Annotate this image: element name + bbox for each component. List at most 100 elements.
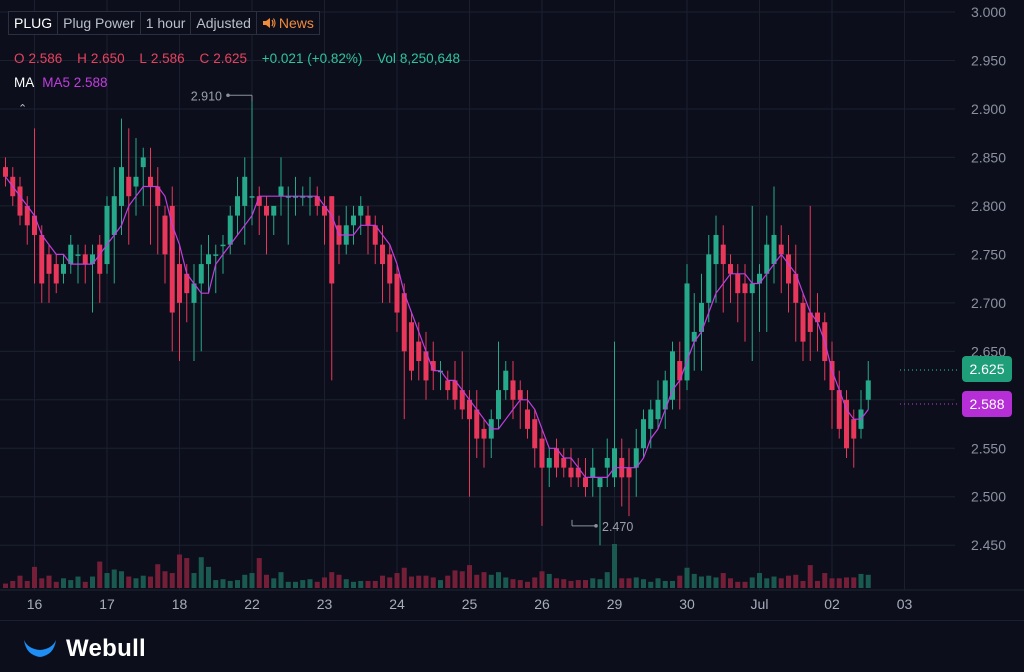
candle-body xyxy=(24,205,30,226)
volume-bar xyxy=(525,581,530,588)
volume-bar xyxy=(749,577,755,588)
volume-bar xyxy=(394,573,400,588)
candle-body xyxy=(68,244,74,265)
volume-bar xyxy=(713,577,719,588)
candle-body xyxy=(546,457,552,468)
candle-body xyxy=(699,302,704,332)
candle-body xyxy=(706,254,712,303)
volume-bar xyxy=(764,578,770,588)
adjust-selector[interactable]: Adjusted xyxy=(190,11,257,35)
volume-bar xyxy=(119,571,124,588)
candle-body xyxy=(133,176,139,187)
volume-bar xyxy=(844,577,849,588)
volume-bar xyxy=(256,558,262,588)
candle-body xyxy=(155,186,161,206)
candle-body xyxy=(561,457,567,468)
candle-body xyxy=(626,467,632,478)
candlestick-chart[interactable]: 2.910 2.470 3.000 2.950 2.900 2.850 2.800 2.75… xyxy=(0,0,1024,620)
time-tick-label: 18 xyxy=(172,596,188,612)
price-tick-label: 2.900 xyxy=(971,101,1006,117)
volume-bar xyxy=(126,576,132,588)
candle-body xyxy=(836,390,842,429)
candle-body xyxy=(503,370,509,391)
volume-bar xyxy=(554,578,559,588)
volume-bar xyxy=(496,572,501,588)
candle-body xyxy=(61,264,66,274)
volume-bar xyxy=(249,573,255,588)
collapse-chevron-icon[interactable]: ⌃ xyxy=(18,103,28,115)
news-toggle[interactable]: News xyxy=(255,11,320,35)
volume-bar xyxy=(691,573,697,588)
volume-bar xyxy=(322,577,327,588)
volume-bar xyxy=(278,572,284,588)
candle-body xyxy=(227,215,233,245)
company-name-tab[interactable]: Plug Power xyxy=(57,11,141,35)
candle-body xyxy=(445,380,451,391)
candle-body xyxy=(162,215,168,255)
candle-body xyxy=(597,477,603,488)
interval-selector[interactable]: 1 hour xyxy=(139,11,192,35)
candle-body xyxy=(126,176,132,197)
volume-bar xyxy=(793,574,799,588)
candle-body xyxy=(815,312,820,323)
candle-body xyxy=(851,419,857,439)
candle-body xyxy=(119,167,124,206)
speaker-icon xyxy=(262,18,276,28)
volume-bar xyxy=(17,575,23,588)
candle-body xyxy=(90,254,95,265)
webull-bull-icon xyxy=(24,640,56,657)
volume-bar xyxy=(532,577,538,588)
candle-body xyxy=(583,477,588,488)
candle-body xyxy=(612,448,617,478)
candle-body xyxy=(358,205,364,216)
candle-body xyxy=(372,225,378,245)
gridlines xyxy=(0,0,955,590)
volume-bar xyxy=(97,561,103,588)
ma-readout[interactable]: MA MA5 2.588 xyxy=(14,75,108,90)
price-tick-label: 2.700 xyxy=(971,295,1006,311)
volume-bar xyxy=(815,580,820,588)
volume-bar xyxy=(39,578,45,588)
candle-body xyxy=(713,234,719,265)
candle-body xyxy=(481,428,487,439)
candle-body xyxy=(300,196,306,198)
candle-body xyxy=(677,361,683,381)
symbol-tab[interactable]: PLUG xyxy=(8,11,59,35)
candle-body xyxy=(242,176,248,206)
volume-bar xyxy=(329,572,335,588)
time-tick-label: 23 xyxy=(317,596,333,612)
volume-bar xyxy=(409,576,414,588)
volume-bar xyxy=(757,573,762,588)
volume-bar xyxy=(430,577,436,588)
open-value: 2.586 xyxy=(28,51,63,66)
price-tick-label: 2.550 xyxy=(971,440,1006,456)
volume-bar xyxy=(822,573,828,588)
candle-body xyxy=(452,380,458,400)
candle-body xyxy=(322,205,327,216)
candle-body xyxy=(249,196,255,198)
candle-body xyxy=(53,264,59,284)
candle-body xyxy=(844,399,849,449)
price-tick-label: 3.000 xyxy=(971,4,1006,20)
candle-body xyxy=(800,302,806,342)
price-tick-label: 2.650 xyxy=(971,343,1006,359)
candle-body xyxy=(293,196,298,198)
candle-body xyxy=(104,205,110,265)
volume-bar xyxy=(184,558,190,588)
volume-bar xyxy=(82,581,88,588)
volume-bar xyxy=(300,580,306,588)
candle-body xyxy=(307,196,313,198)
candle-body xyxy=(271,205,277,216)
candle-body xyxy=(554,448,559,468)
volume-bar xyxy=(307,579,313,588)
volume-bar xyxy=(467,565,472,588)
volume-bar xyxy=(684,567,690,588)
candle-body xyxy=(735,273,741,294)
candle-body xyxy=(728,264,733,274)
volume-bar xyxy=(227,580,233,588)
candle-body xyxy=(430,361,436,371)
volume-bar xyxy=(735,581,741,588)
volume-bar xyxy=(198,557,204,588)
candle-body xyxy=(786,254,791,284)
time-tick-label: 26 xyxy=(534,596,550,612)
